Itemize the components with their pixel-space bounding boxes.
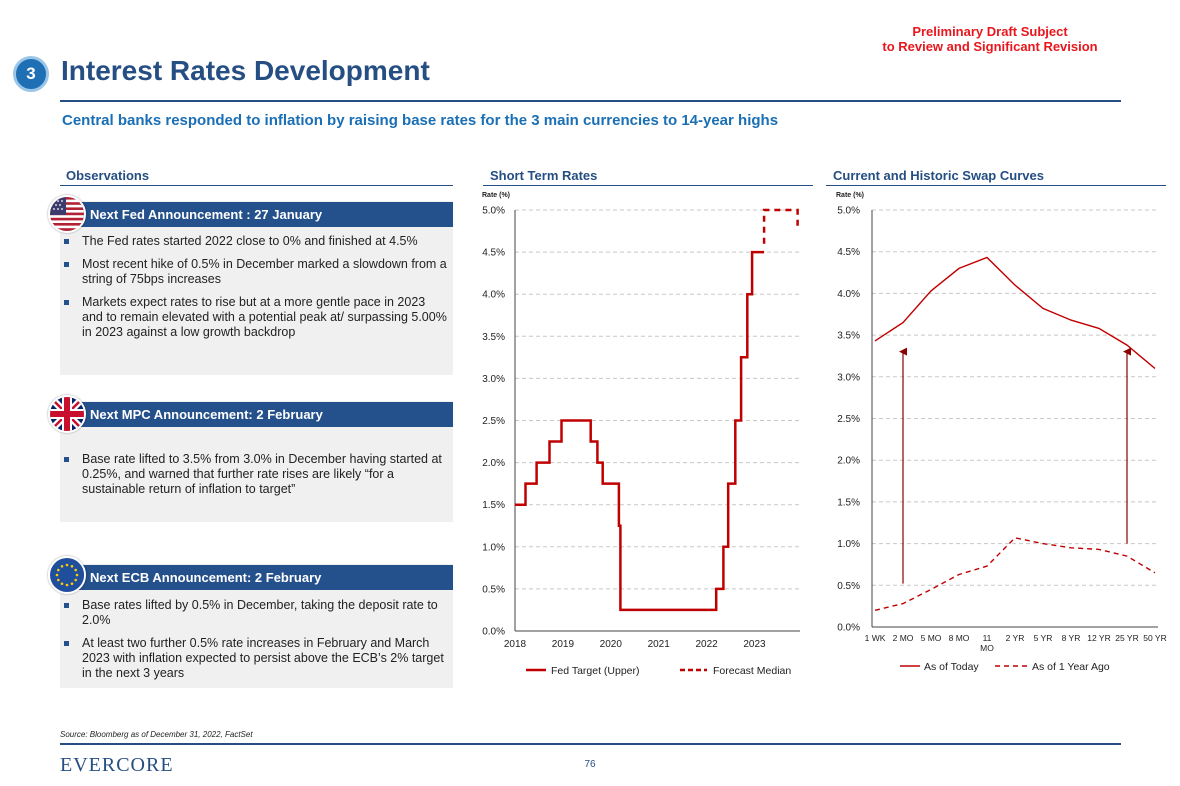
us-flag-icon (48, 195, 86, 233)
y-tick-label: 0.5% (837, 581, 860, 592)
x-tick-label: 2022 (695, 639, 718, 650)
y-tick-label: 2.0% (482, 458, 505, 469)
x-tick-label: 12 YR (1087, 633, 1110, 643)
swap-curves-rule (826, 185, 1166, 186)
section-number-badge: 3 (13, 56, 49, 92)
page-number: 76 (584, 759, 596, 770)
x-tick-label: 8 MO (949, 633, 970, 643)
ecb-announcement-label: Next ECB Announcement: 2 February (90, 570, 322, 585)
y-tick-label: 4.0% (482, 290, 505, 301)
ecb-bullet-list: Base rates lifted by 0.5% in December, t… (62, 598, 447, 689)
swap-curves-chart: Rate (%) 0.0% 0.5% 1.0% 1.5% 2.0% 2.5% 3.0% 3.5%… (836, 192, 1167, 673)
short-term-rates-chart: Rate (%) 0.0% 0.5% 1.0% 1.5% 2.0% 2.5% 3.0% 3.5%… (482, 192, 800, 677)
title-divider (60, 100, 1121, 102)
eu-flag-icon (48, 556, 86, 594)
fed-announcement-bar: Next Fed Announcement : 27 January (60, 202, 453, 227)
x-tick-label: 2 YR (1006, 633, 1025, 643)
y-tick-label: 3.5% (482, 332, 505, 343)
mpc-announcement-bar: Next MPC Announcement: 2 February (60, 402, 453, 427)
y-tick-label: 0.0% (482, 627, 505, 638)
x-tick-label: 2019 (552, 639, 575, 650)
y-tick-label: 3.5% (837, 331, 860, 342)
x-tick-label: 11 (983, 633, 992, 643)
x-tick-label: 50 YR (1143, 633, 1166, 643)
mpc-bullet-1: Base rate lifted to 3.5% from 3.0% in De… (62, 452, 447, 497)
evercore-logo: EVERCORE (60, 754, 174, 776)
ecb-bullet-1: Base rates lifted by 0.5% in December, t… (62, 598, 447, 628)
series-line-as-of-today (874, 256, 1156, 370)
page-subtitle: Central banks responded to inflation by … (62, 112, 779, 129)
draft-notice-line-2: to Review and Significant Revision (882, 39, 1098, 54)
observations-heading: Observations (66, 168, 150, 183)
x-tick-label: 5 MO (921, 633, 942, 643)
y-tick-label: 1.0% (837, 539, 860, 550)
y-tick-label: 3.0% (482, 374, 505, 385)
y-tick-label: 4.5% (482, 248, 505, 259)
x-tick-label: 2018 (504, 639, 527, 650)
legend-label-as-of-today: As of Today (924, 661, 979, 673)
short-term-rates-rule (483, 185, 813, 186)
y-tick-label: 0.5% (482, 584, 505, 595)
y-tick-label: 2.5% (482, 416, 505, 427)
y-axis-title: Rate (%) (482, 192, 510, 199)
x-tick-label: 2020 (600, 639, 623, 650)
y-tick-label: 5.0% (837, 206, 860, 217)
y-tick-label: 4.5% (837, 247, 860, 258)
x-tick-label: 25 YR (1115, 633, 1138, 643)
y-tick-label: 1.0% (482, 542, 505, 553)
uk-flag-icon (48, 395, 86, 433)
x-tick-label: MO (980, 643, 994, 653)
fed-bullet-list: The Fed rates started 2022 close to 0% a… (62, 234, 447, 348)
legend-label-forecast-median: Forecast Median (713, 665, 791, 677)
draft-notice-line-1: Preliminary Draft Subject (912, 24, 1068, 39)
ecb-announcement-bar: Next ECB Announcement: 2 February (60, 565, 453, 590)
y-tick-label: 4.0% (837, 289, 860, 300)
fed-bullet-3: Markets expect rates to rise but at a mo… (62, 295, 447, 340)
legend-label-fed-target: Fed Target (Upper) (551, 665, 640, 677)
series-line-as-of-1-year-ago (874, 537, 1156, 611)
series-line-forecast-median (762, 208, 799, 244)
y-tick-label: 1.5% (482, 500, 505, 511)
fed-bullet-2: Most recent hike of 0.5% in December mar… (62, 257, 447, 287)
y-tick-label: 1.5% (837, 497, 860, 508)
fed-bullet-1: The Fed rates started 2022 close to 0% a… (62, 234, 447, 249)
source-note: Source: Bloomberg as of December 31, 202… (60, 730, 253, 739)
y-tick-label: 0.0% (837, 623, 860, 634)
y-tick-label: 2.5% (837, 414, 860, 425)
legend-label-as-of-1-year-ago: As of 1 Year Ago (1032, 661, 1110, 673)
fed-announcement-label: Next Fed Announcement : 27 January (90, 207, 323, 222)
y-tick-label: 2.0% (837, 456, 860, 467)
series-line-fed-target (515, 250, 765, 612)
footer-divider (60, 743, 1121, 745)
short-term-rates-heading: Short Term Rates (490, 168, 598, 183)
x-tick-label: 1 WK (865, 633, 886, 643)
x-tick-label: 2 MO (893, 633, 914, 643)
mpc-bullet-list: Base rate lifted to 3.5% from 3.0% in De… (62, 452, 447, 505)
y-axis-title: Rate (%) (836, 192, 864, 199)
y-tick-label: 5.0% (482, 206, 505, 217)
fed-observation-panel (60, 201, 453, 375)
page-title: Interest Rates Development (61, 55, 430, 86)
swap-curves-heading: Current and Historic Swap Curves (833, 168, 1044, 183)
draft-notice: Preliminary Draft Subject to Review and … (870, 24, 1110, 54)
x-tick-label: 2021 (648, 639, 671, 650)
observations-rule (60, 185, 453, 186)
x-tick-label: 8 YR (1062, 633, 1081, 643)
mpc-announcement-label: Next MPC Announcement: 2 February (90, 407, 323, 422)
x-tick-label: 2023 (743, 639, 766, 650)
ecb-bullet-2: At least two further 0.5% rate increases… (62, 636, 447, 681)
y-tick-label: 3.0% (837, 372, 860, 383)
x-tick-label: 5 YR (1034, 633, 1053, 643)
